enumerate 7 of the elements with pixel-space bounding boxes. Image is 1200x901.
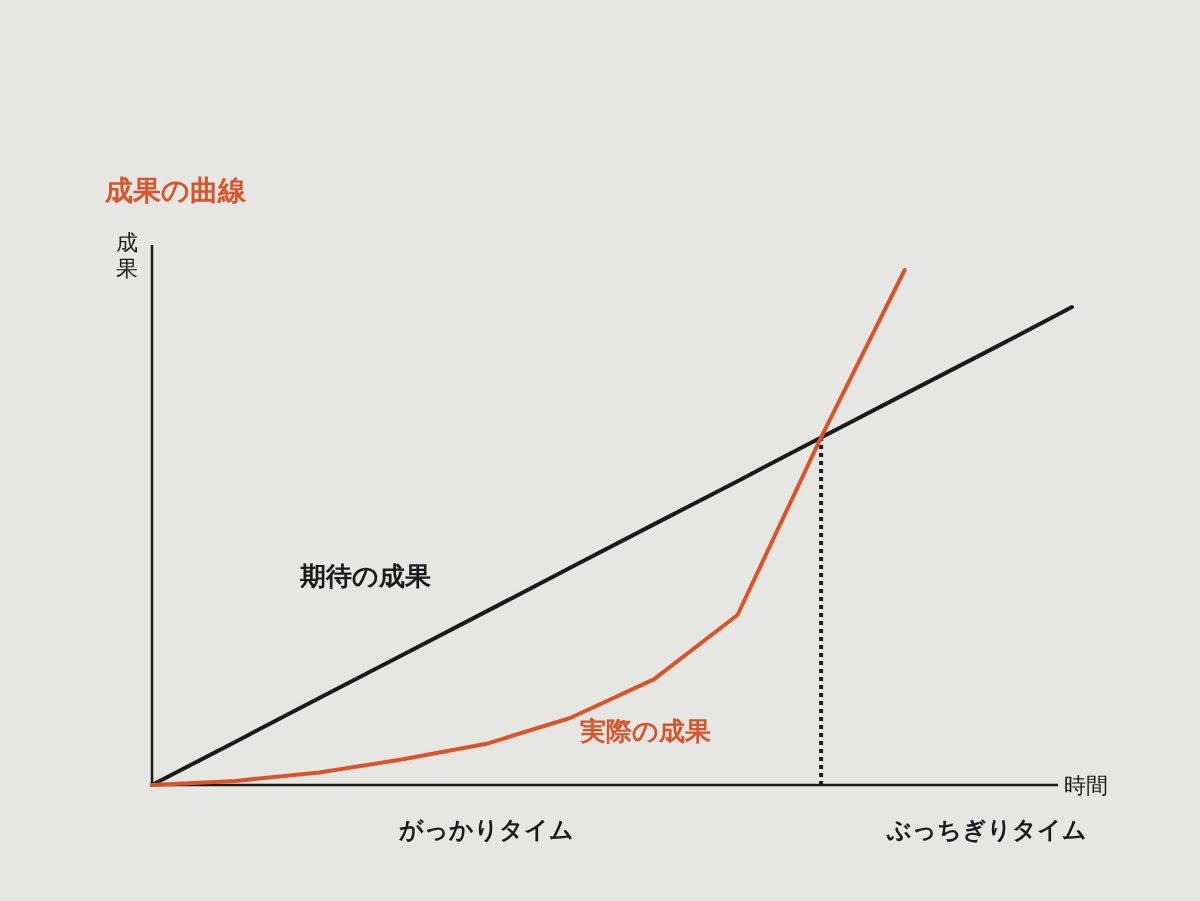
text: がっかりタイム xyxy=(399,816,575,844)
series-label: 実際の成果 xyxy=(579,716,711,746)
text: ぶっちぎりタイム xyxy=(885,816,1087,844)
x-axis-title: 時間 xyxy=(1064,773,1108,798)
y-axis-title: 成果 xyxy=(116,230,138,281)
chart-title: 成果の曲線 xyxy=(104,174,247,207)
series-label: 期待の成果 xyxy=(299,561,431,591)
